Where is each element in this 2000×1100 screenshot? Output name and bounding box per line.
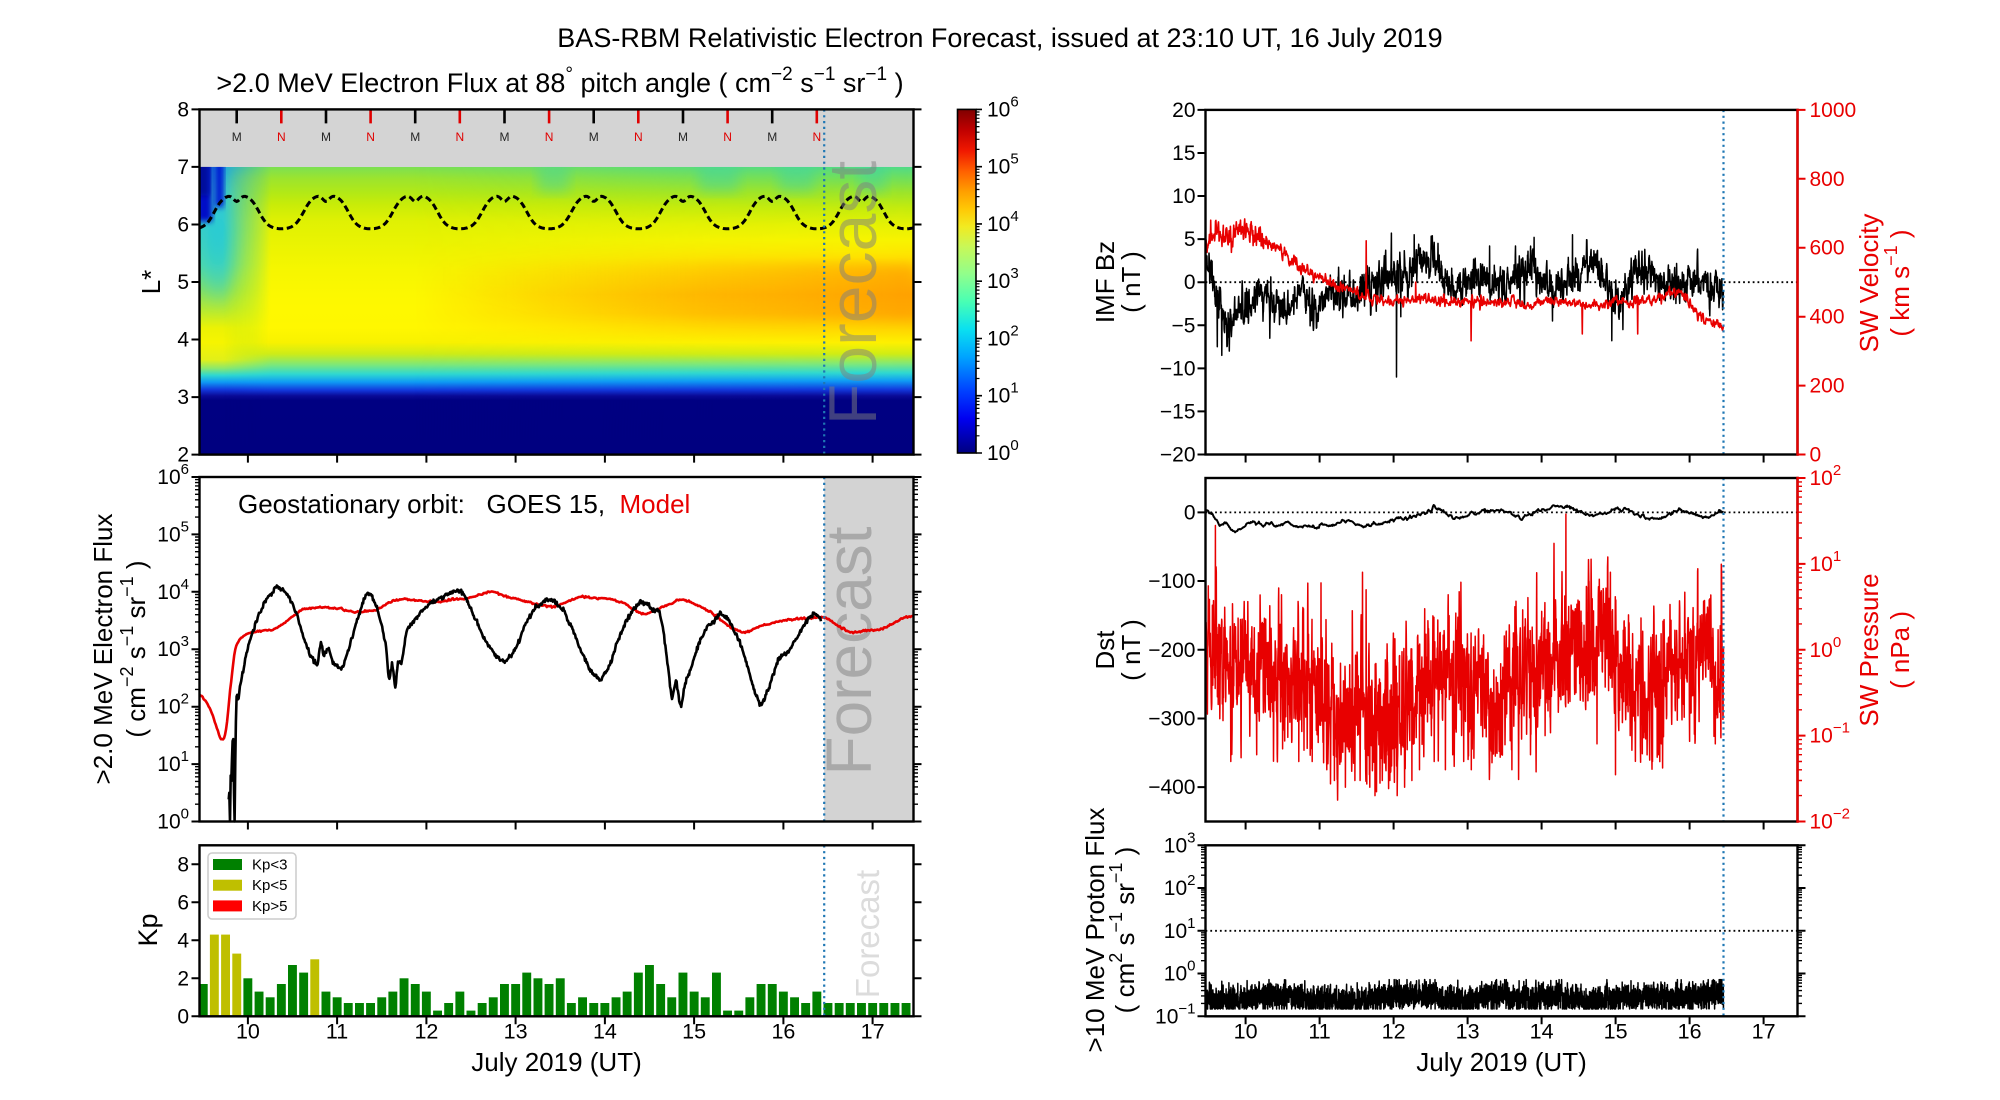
svg-text:M: M — [500, 130, 510, 144]
svg-text:Forecast: Forecast — [849, 870, 886, 998]
svg-text:−5: −5 — [1172, 314, 1196, 337]
svg-text:10: 10 — [1172, 185, 1195, 208]
svg-text:3: 3 — [177, 386, 189, 409]
svg-text:( nPa ): ( nPa ) — [1885, 611, 1915, 689]
svg-text:Dst: Dst — [1090, 630, 1120, 670]
svg-text:( nT ): ( nT ) — [1116, 619, 1146, 681]
svg-text:>2.0 MeV Electron Flux: >2.0 MeV Electron Flux — [88, 514, 118, 785]
svg-text:11: 11 — [326, 1020, 348, 1044]
svg-text:800: 800 — [1810, 168, 1845, 191]
svg-text:Kp: Kp — [133, 913, 163, 946]
svg-text:July 2019 (UT): July 2019 (UT) — [471, 1047, 642, 1077]
svg-text:>2.0 MeV Electron Flux at 88°​: >2.0 MeV Electron Flux at 88°​ pitch ang… — [216, 64, 903, 98]
svg-text:N: N — [812, 130, 821, 144]
svg-text:2: 2 — [177, 967, 189, 990]
svg-text:Kp<5: Kp<5 — [252, 877, 287, 894]
svg-text:10: 10 — [1234, 1020, 1258, 1044]
svg-text:20: 20 — [1172, 99, 1195, 122]
svg-text:8: 8 — [177, 853, 189, 876]
svg-text:Forecast: Forecast — [815, 161, 891, 426]
svg-text:N: N — [634, 130, 643, 144]
svg-text:14: 14 — [593, 1020, 617, 1044]
svg-text:200: 200 — [1810, 375, 1845, 398]
svg-text:0: 0 — [177, 1005, 189, 1028]
svg-text:SW Velocity: SW Velocity — [1854, 214, 1884, 353]
svg-text:12: 12 — [1382, 1020, 1406, 1044]
svg-text:N: N — [545, 130, 554, 144]
svg-text:M: M — [232, 130, 242, 144]
svg-text:102: 102 — [987, 323, 1019, 351]
svg-text:( cm2​ s−1​ sr−1​ ): ( cm2​ s−1​ sr−1​ ) — [1106, 847, 1140, 1014]
svg-text:−20: −20 — [1160, 444, 1196, 467]
svg-text:11: 11 — [1308, 1020, 1330, 1044]
svg-text:−300: −300 — [1148, 708, 1195, 731]
svg-text:12: 12 — [414, 1020, 438, 1044]
svg-text:( km s−1​ ): ( km s−1​ ) — [1881, 229, 1915, 336]
svg-text:N: N — [366, 130, 375, 144]
svg-text:15: 15 — [682, 1020, 706, 1044]
svg-text:10: 10 — [236, 1020, 260, 1044]
svg-text:M: M — [767, 130, 777, 144]
svg-text:2: 2 — [177, 444, 189, 467]
svg-text:17: 17 — [861, 1020, 885, 1044]
svg-text:−100: −100 — [1148, 570, 1195, 593]
svg-text:M: M — [589, 130, 599, 144]
svg-text:−400: −400 — [1148, 776, 1195, 799]
svg-text:BAS-RBM Relativistic Electron: BAS-RBM Relativistic Electron Forecast, … — [557, 23, 1442, 53]
svg-text:15: 15 — [1604, 1020, 1628, 1044]
svg-text:5: 5 — [1184, 228, 1196, 251]
svg-text:M: M — [678, 130, 688, 144]
svg-text:N: N — [277, 130, 286, 144]
svg-text:−15: −15 — [1160, 400, 1196, 423]
svg-text:N: N — [723, 130, 732, 144]
svg-text:M: M — [410, 130, 420, 144]
svg-text:Kp<3: Kp<3 — [252, 857, 287, 874]
svg-text:101: 101 — [157, 748, 189, 776]
svg-text:6: 6 — [177, 214, 189, 237]
svg-text:( nT ): ( nT ) — [1116, 251, 1146, 313]
svg-text:10−1: 10−1 — [1810, 720, 1850, 748]
svg-text:4: 4 — [177, 329, 189, 352]
svg-text:IMF Bz: IMF Bz — [1090, 241, 1120, 323]
svg-text:13: 13 — [1456, 1020, 1480, 1044]
svg-text:7: 7 — [177, 156, 189, 179]
svg-text:16: 16 — [771, 1020, 795, 1044]
svg-text:0: 0 — [1810, 444, 1822, 467]
svg-text:N: N — [455, 130, 464, 144]
svg-text:SW Pressure: SW Pressure — [1854, 573, 1884, 726]
svg-text:( cm−2​ s−1​ sr−1​ ): ( cm−2​ s−1​ sr−1​ ) — [117, 560, 151, 737]
svg-text:−200: −200 — [1148, 639, 1195, 662]
svg-text:0: 0 — [1184, 271, 1196, 294]
svg-text:>10 MeV Proton Flux: >10 MeV Proton Flux — [1080, 808, 1110, 1053]
svg-text:400: 400 — [1810, 306, 1845, 329]
svg-text:6: 6 — [177, 891, 189, 914]
svg-text:1000: 1000 — [1810, 99, 1857, 122]
svg-text:5: 5 — [177, 271, 189, 294]
svg-text:15: 15 — [1172, 142, 1195, 165]
svg-text:−10: −10 — [1160, 357, 1196, 380]
svg-text:13: 13 — [504, 1020, 528, 1044]
svg-text:L*: L* — [136, 270, 166, 295]
svg-text:0: 0 — [1184, 501, 1196, 524]
svg-text:17: 17 — [1752, 1020, 1776, 1044]
svg-text:14: 14 — [1530, 1020, 1554, 1044]
svg-text:M: M — [321, 130, 331, 144]
svg-text:Geostationary orbit: GOES 15: Geostationary orbit: GOES 15, Model — [238, 489, 690, 519]
svg-text:4: 4 — [177, 929, 189, 952]
svg-text:16: 16 — [1678, 1020, 1702, 1044]
svg-text:8: 8 — [177, 98, 189, 121]
svg-text:600: 600 — [1810, 237, 1845, 260]
svg-text:Kp>5: Kp>5 — [252, 898, 287, 915]
svg-text:July 2019 (UT): July 2019 (UT) — [1416, 1047, 1587, 1077]
